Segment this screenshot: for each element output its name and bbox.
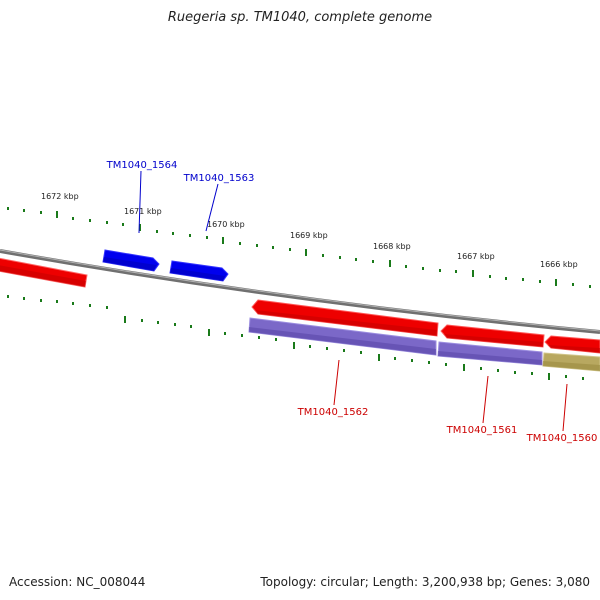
accession-text: Accession: NC_008044 [9, 575, 146, 589]
upper-scale-ticks [7, 207, 591, 288]
kbp-label-1668: 1668 kbp [373, 242, 411, 251]
kbp-label-1670: 1670 kbp [207, 220, 245, 229]
leader-line-tm1040-1563 [205, 183, 219, 232]
leader-line-tm1040-1564 [138, 170, 142, 234]
gene-label-tm1040-1562[interactable]: TM1040_1562 [297, 407, 369, 418]
gene-label-tm1040-1561[interactable]: TM1040_1561 [446, 425, 518, 436]
kbp-label-1669: 1669 kbp [290, 231, 328, 240]
leader-line-tm1040-1560 [562, 383, 568, 432]
map-title: Ruegeria sp. TM1040, complete genome [167, 10, 433, 25]
leader-line-tm1040-1562 [333, 359, 340, 406]
genome-summary-text: Topology: circular; Length: 3,200,938 bp… [260, 575, 590, 589]
gene-label-tm1040-1563[interactable]: TM1040_1563 [183, 173, 255, 184]
kbp-label-1672: 1672 kbp [41, 192, 79, 201]
leader-line-tm1040-1561 [482, 375, 489, 424]
genome-backbone [0, 249, 600, 334]
lower-scale-ticks [7, 295, 584, 380]
gene-label-tm1040-1564[interactable]: TM1040_1564 [106, 160, 178, 171]
kbp-label-1671: 1671 kbp [124, 207, 162, 216]
gene-label-tm1040-1560[interactable]: TM1040_1560 [526, 433, 598, 444]
kbp-label-1666: 1666 kbp [540, 260, 578, 269]
kbp-label-1667: 1667 kbp [457, 252, 495, 261]
